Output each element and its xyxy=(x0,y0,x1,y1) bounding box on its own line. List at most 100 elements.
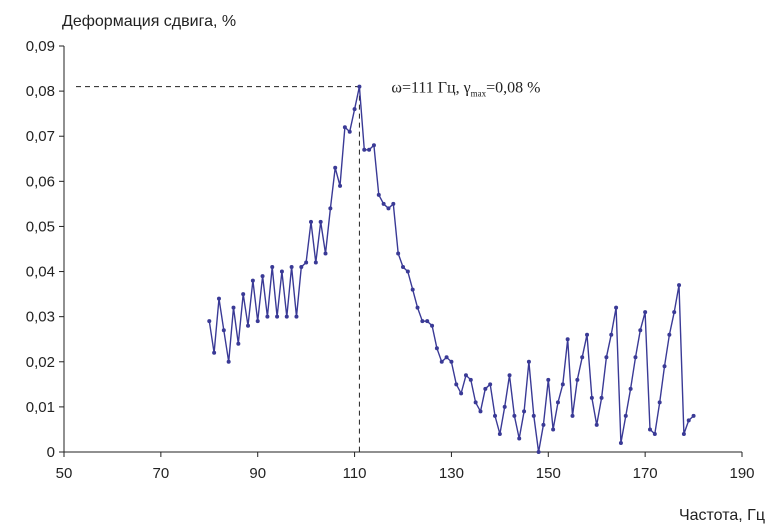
data-point xyxy=(657,400,662,405)
data-point xyxy=(304,260,309,265)
data-point xyxy=(555,400,560,405)
data-point xyxy=(323,251,328,256)
data-point xyxy=(246,323,251,328)
data-point xyxy=(216,296,221,301)
series-group xyxy=(207,84,696,454)
data-point xyxy=(526,359,531,364)
data-point xyxy=(536,450,541,454)
data-point xyxy=(255,319,260,324)
y-tick-label: 0,02 xyxy=(26,354,55,371)
data-point xyxy=(672,310,677,315)
data-point xyxy=(318,219,323,224)
data-point xyxy=(231,305,236,310)
y-tick-label: 0,08 xyxy=(26,83,55,100)
data-point xyxy=(662,364,667,369)
data-point xyxy=(609,332,614,337)
y-tick-label: 0,03 xyxy=(26,309,55,326)
data-point xyxy=(444,355,449,360)
x-tick-label: 150 xyxy=(536,465,561,482)
data-point xyxy=(531,413,536,418)
data-point xyxy=(279,269,284,274)
data-point xyxy=(560,382,565,387)
data-point xyxy=(604,355,609,360)
data-point xyxy=(546,377,551,382)
peak-guides xyxy=(76,86,360,452)
data-point xyxy=(497,431,502,436)
data-point xyxy=(381,201,386,206)
x-axis-title: Частота, Гц xyxy=(679,507,765,524)
annotation-tail: =0,08 % xyxy=(486,80,540,97)
data-point xyxy=(580,355,585,360)
data-point xyxy=(367,147,372,152)
data-point xyxy=(391,201,396,206)
data-point xyxy=(468,377,473,382)
data-point xyxy=(638,328,643,333)
data-point xyxy=(633,355,638,360)
data-point xyxy=(585,332,590,337)
data-point xyxy=(439,359,444,364)
data-point xyxy=(493,413,498,418)
data-point xyxy=(299,265,304,270)
x-tick-label: 50 xyxy=(56,465,73,482)
data-point xyxy=(628,386,633,391)
data-point xyxy=(221,328,226,333)
data-point xyxy=(226,359,231,364)
y-axis-title: Деформация сдвига, % xyxy=(62,13,236,30)
data-point xyxy=(207,319,212,324)
data-point xyxy=(212,350,217,355)
data-point xyxy=(260,274,265,279)
annotation-subscript: max xyxy=(471,89,487,99)
data-point xyxy=(623,413,628,418)
data-point xyxy=(362,147,367,152)
x-tick-label: 90 xyxy=(249,465,266,482)
data-point xyxy=(236,341,241,346)
data-point xyxy=(333,165,338,170)
data-point xyxy=(241,292,246,297)
data-point xyxy=(522,409,527,414)
data-point xyxy=(488,382,493,387)
data-point xyxy=(284,314,289,319)
data-point xyxy=(681,431,686,436)
data-point xyxy=(313,260,318,265)
data-point xyxy=(410,287,415,292)
data-point xyxy=(478,409,483,414)
data-point xyxy=(551,427,556,432)
data-point xyxy=(405,269,410,274)
data-point xyxy=(691,413,696,418)
x-tick-label: 130 xyxy=(439,465,464,482)
data-point xyxy=(667,332,672,337)
data-point xyxy=(420,319,425,324)
data-point xyxy=(352,107,357,112)
data-point xyxy=(425,319,430,324)
x-tick-label: 170 xyxy=(633,465,658,482)
data-point xyxy=(483,386,488,391)
data-point xyxy=(430,323,435,328)
y-tick-label: 0,01 xyxy=(26,399,55,416)
data-point xyxy=(270,265,275,270)
x-tick-label: 110 xyxy=(343,465,367,482)
y-tick-label: 0,07 xyxy=(26,128,55,145)
data-point xyxy=(250,278,255,283)
data-point xyxy=(415,305,420,310)
data-point xyxy=(289,265,294,270)
data-point xyxy=(594,422,599,427)
annotation-main: ω=111 Гц, γ xyxy=(391,80,470,97)
data-point xyxy=(338,183,343,188)
data-point xyxy=(652,431,657,436)
data-point xyxy=(677,283,682,288)
data-point xyxy=(589,395,594,400)
data-point xyxy=(618,440,623,445)
data-point xyxy=(347,129,352,134)
x-ticks: 50 70 90 110 130 150 170 190 xyxy=(56,452,755,482)
data-point xyxy=(294,314,299,319)
x-tick-label: 190 xyxy=(729,465,754,482)
data-point xyxy=(463,373,468,378)
data-point xyxy=(265,314,270,319)
y-tick-label: 0 xyxy=(47,444,55,461)
data-point xyxy=(565,337,570,342)
data-point xyxy=(396,251,401,256)
data-point xyxy=(371,143,376,148)
peak-annotation: ω=111 Гц, γmax=0,08 % xyxy=(391,80,540,99)
y-tick-label: 0,05 xyxy=(26,218,55,235)
